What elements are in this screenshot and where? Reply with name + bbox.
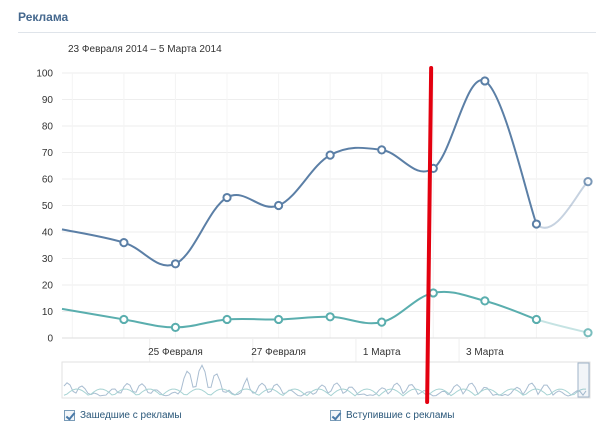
y-tick-label: 30 — [42, 254, 54, 265]
legend-label-visitors: Зашедшие с рекламы — [80, 410, 182, 421]
data-point — [222, 192, 232, 203]
y-tick-label: 20 — [42, 281, 54, 292]
date-range-label: 23 Февраля 2014 – 5 Марта 2014 — [68, 44, 222, 55]
x-tick-label: 25 Февраля — [148, 347, 203, 358]
data-point — [531, 314, 542, 325]
navigator-range-handle — [577, 362, 590, 398]
data-point — [170, 322, 181, 332]
data-point — [377, 145, 387, 155]
y-tick-label: 80 — [42, 122, 54, 133]
y-tick-label: 70 — [42, 148, 54, 159]
data-point — [583, 328, 593, 338]
data-point — [273, 314, 284, 325]
legend-item-joined[interactable]: Вступившие с рекламы — [330, 410, 454, 421]
y-tick-label: 10 — [42, 307, 54, 318]
data-point — [325, 312, 335, 322]
data-point — [480, 296, 490, 306]
data-point — [583, 177, 593, 187]
legend-item-visitors[interactable]: Зашедшие с рекламы — [64, 410, 182, 421]
range-navigator[interactable] — [61, 361, 591, 399]
x-tick-label: 1 Марта — [363, 347, 401, 358]
y-axis: 0 10 20 30 40 50 60 70 80 90 100 — [36, 69, 53, 345]
data-point — [325, 150, 335, 160]
checkbox-icon[interactable] — [64, 410, 75, 421]
current-day-marker — [425, 66, 434, 404]
data-point — [428, 288, 438, 298]
data-point — [531, 219, 542, 229]
series-line-2 — [61, 290, 537, 329]
data-point — [222, 314, 232, 325]
legend-label-joined: Вступившие с рекламы — [346, 410, 455, 421]
data-point — [273, 200, 284, 211]
y-tick-label: 50 — [42, 201, 54, 212]
y-tick-label: 40 — [42, 228, 54, 239]
section-divider — [18, 32, 596, 33]
checkbox-icon[interactable] — [330, 410, 341, 421]
chart-series — [61, 76, 593, 338]
navigator-frame — [61, 361, 591, 399]
data-point — [377, 317, 387, 327]
series-projection-1 — [535, 180, 589, 229]
y-tick-label: 90 — [42, 95, 54, 106]
y-tick-label: 100 — [36, 69, 53, 80]
section-title: Реклама — [18, 10, 69, 24]
x-axis: 25 Февраля 27 Февраля 1 Марта 3 Марта — [62, 337, 588, 362]
data-point — [119, 314, 129, 325]
series-projection-2 — [536, 318, 589, 334]
navigator-series-2 — [63, 388, 587, 397]
data-point — [480, 76, 490, 86]
y-tick-label: 60 — [42, 175, 54, 186]
x-tick-label: 27 Февраля — [251, 347, 306, 358]
chart-grid — [62, 72, 589, 339]
data-point — [170, 259, 181, 269]
data-point — [119, 238, 129, 248]
y-tick-label: 0 — [47, 334, 53, 345]
red-marker-line — [425, 66, 434, 404]
x-tick-label: 3 Марта — [466, 347, 504, 358]
series-line-1 — [61, 79, 538, 267]
